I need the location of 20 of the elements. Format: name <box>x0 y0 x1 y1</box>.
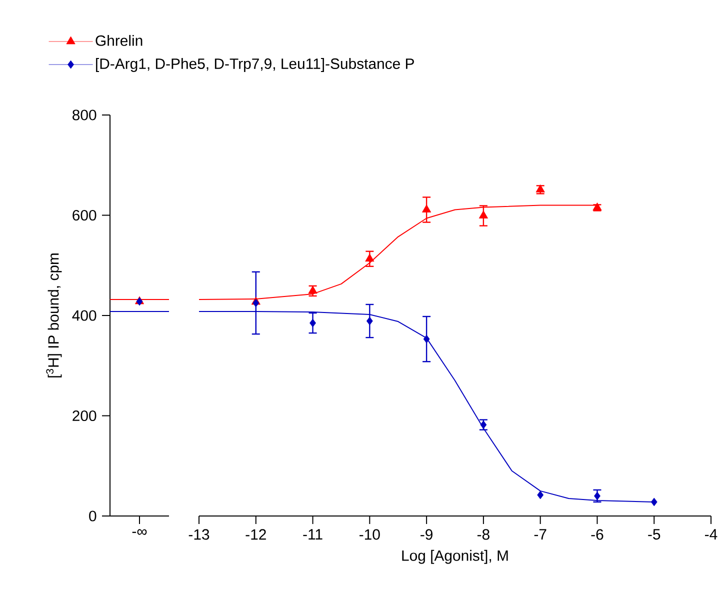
x-tick-label: -5 <box>648 529 660 540</box>
legend-label: [D-Arg1, D-Phe5, D-Trp7,9, Leu11]-Substance P <box>96 58 414 72</box>
x-tick-label: -∞ <box>132 529 147 535</box>
x-tick-label: -10 <box>360 529 380 540</box>
legend-label: Ghrelin <box>96 34 142 46</box>
y-tick-label: 0 <box>89 510 96 522</box>
y-tick-label: 600 <box>72 210 96 221</box>
x-tick-label: -7 <box>534 529 546 540</box>
x-tick-label: -12 <box>246 529 266 540</box>
y-axis-title: [$^{3}$H] IP bound, cpm <box>46 254 62 378</box>
y-tick-label: 200 <box>72 410 96 422</box>
x-tick-label: -9 <box>420 529 432 540</box>
x-tick-label: -13 <box>188 529 210 540</box>
x-tick-label: -8 <box>477 529 490 540</box>
x-tick-label: -4 <box>705 529 718 540</box>
x-tick-label: -11 <box>303 529 322 540</box>
y-tick-label: 400 <box>72 310 96 321</box>
x-tick-label: -6 <box>591 529 604 540</box>
x-axis-title: Log [Agonist], M <box>402 550 508 564</box>
y-tick-label: 800 <box>72 110 96 120</box>
